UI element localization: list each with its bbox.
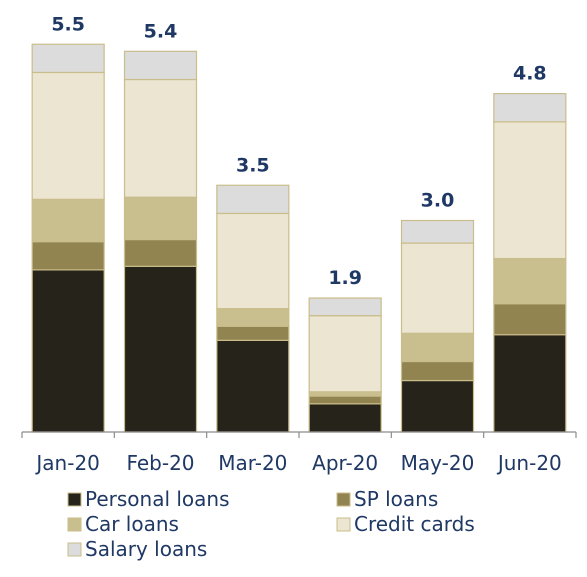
legend-label-car-loans: Car loans: [85, 512, 179, 536]
bar-segment-personal-loans-jun-20: [493, 334, 567, 433]
legend-label-salary-loans: Salary loans: [85, 537, 207, 561]
bar-segment-car-loans-may-20: [400, 332, 475, 363]
x-tick-label-feb-20: Feb-20: [126, 451, 194, 475]
legend-swatch-credit-cards: [336, 517, 351, 532]
legend: Personal loans SP loans Car loans Credit ca…: [67, 487, 475, 561]
x-tick-label-jun-20: Jun-20: [496, 451, 562, 475]
legend-item-credit-cards: Credit cards: [336, 512, 475, 536]
bar-segment-salary-loans-feb-20: [123, 50, 198, 81]
legend-item-car-loans: Car loans: [67, 512, 179, 536]
bar-segment-salary-loans-jun-20: [493, 92, 567, 123]
legend-swatch-personal-loans: [67, 492, 82, 507]
legend-item-sp-loans: SP loans: [336, 487, 438, 511]
x-tick-label-may-20: May-20: [401, 451, 475, 475]
bar-segment-credit-cards-jan-20: [31, 71, 105, 200]
total-label-jun-20: 4.8: [513, 63, 547, 85]
bar-segment-sp-loans-apr-20: [308, 395, 382, 405]
bars-layer: [31, 43, 567, 433]
bar-segment-car-loans-apr-20: [308, 391, 382, 397]
bar-segment-credit-cards-jun-20: [493, 121, 567, 260]
bar-segment-credit-cards-apr-20: [308, 315, 382, 393]
total-label-apr-20: 1.9: [328, 267, 362, 289]
bar-segment-salary-loans-jan-20: [31, 43, 105, 74]
bar-segment-car-loans-feb-20: [123, 196, 198, 241]
bar-segment-salary-loans-apr-20: [308, 297, 382, 317]
bar-segment-credit-cards-may-20: [400, 242, 475, 334]
x-tick-label-jan-20: Jan-20: [34, 451, 100, 475]
x-tick-label-apr-20: Apr-20: [312, 451, 378, 475]
bar-segment-credit-cards-feb-20: [123, 78, 198, 198]
bar-segment-car-loans-jan-20: [31, 198, 105, 243]
bar-segment-personal-loans-mar-20: [216, 339, 290, 433]
total-label-feb-20: 5.4: [144, 20, 178, 42]
bar-segment-personal-loans-jan-20: [31, 269, 105, 433]
labels-layer: 5.5 5.4 3.5 1.9 3.0 4.8: [51, 13, 546, 289]
bar-segment-sp-loans-jan-20: [31, 241, 105, 271]
bar-segment-salary-loans-mar-20: [216, 184, 290, 215]
legend-label-sp-loans: SP loans: [354, 487, 438, 511]
legend-item-salary-loans: Salary loans: [67, 537, 207, 561]
legend-swatch-salary-loans: [67, 542, 82, 557]
bar-segment-car-loans-mar-20: [216, 308, 290, 327]
bar-segment-salary-loans-may-20: [400, 219, 475, 244]
legend-item-personal-loans: Personal loans: [67, 487, 230, 511]
x-axis: Jan-20 Feb-20 Mar-20 Apr-20 May-20 Jun-20: [21, 431, 577, 475]
bar-segment-sp-loans-feb-20: [123, 238, 198, 267]
bar-segment-personal-loans-may-20: [400, 379, 475, 433]
bar-segment-car-loans-jun-20: [493, 257, 567, 305]
bar-segment-credit-cards-mar-20: [216, 212, 290, 310]
total-label-mar-20: 3.5: [236, 154, 270, 176]
bar-segment-sp-loans-mar-20: [216, 325, 290, 341]
bar-segment-personal-loans-apr-20: [308, 403, 382, 433]
legend-swatch-sp-loans: [336, 492, 351, 507]
bar-segment-sp-loans-jun-20: [493, 303, 567, 336]
bar-segment-sp-loans-may-20: [400, 360, 475, 382]
bar-segment-personal-loans-feb-20: [123, 265, 198, 433]
legend-label-personal-loans: Personal loans: [85, 487, 230, 511]
total-label-may-20: 3.0: [421, 190, 455, 212]
total-label-jan-20: 5.5: [51, 13, 85, 35]
x-tick-label-mar-20: Mar-20: [218, 451, 287, 475]
legend-swatch-car-loans: [67, 517, 82, 532]
legend-label-credit-cards: Credit cards: [354, 512, 475, 536]
